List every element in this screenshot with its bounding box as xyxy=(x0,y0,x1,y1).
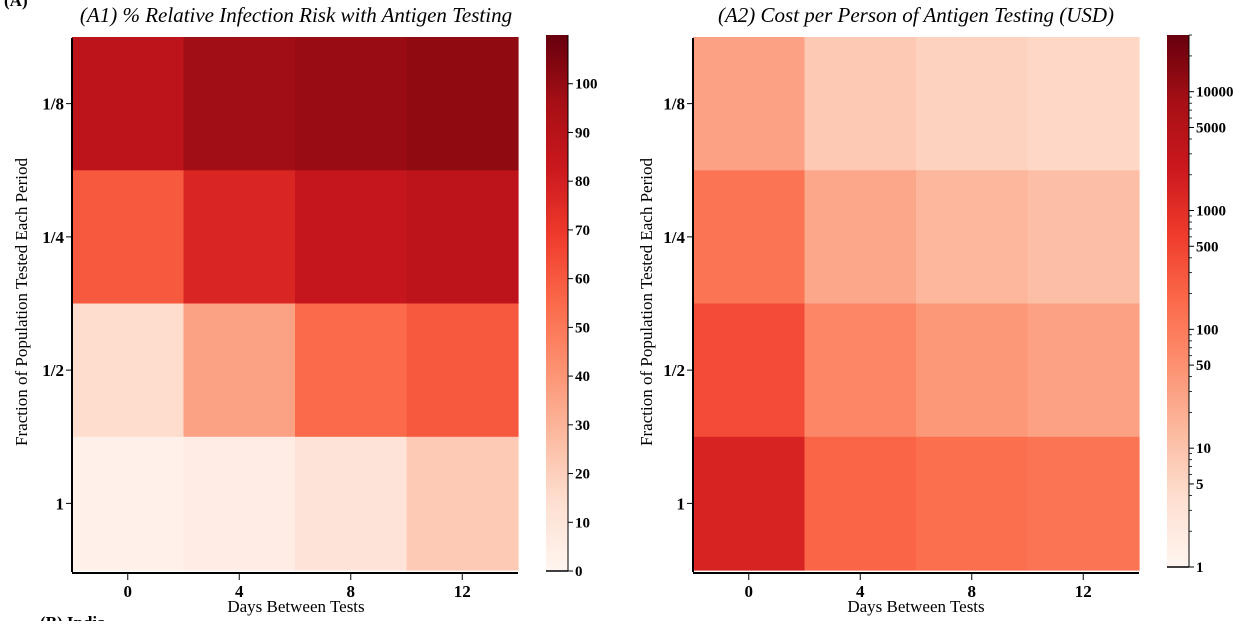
colorbar-tick-label: 5000 xyxy=(1196,120,1226,136)
panel-label-a: (A) xyxy=(4,0,28,10)
y-tick-label: 1/8 xyxy=(42,95,64,114)
heatmap-cell xyxy=(295,303,408,438)
y-axis-label: Fraction of Population Tested Each Perio… xyxy=(12,158,31,446)
heatmap-cell xyxy=(804,170,917,305)
colorbar-tick-label: 0 xyxy=(575,564,583,580)
colorbar-tick-label: 50 xyxy=(1196,358,1211,374)
x-axis-label: Days Between Tests xyxy=(227,597,364,616)
heatmap-cell xyxy=(406,436,519,571)
colorbar-tick-label: 1 xyxy=(1196,560,1204,576)
heatmap-cell xyxy=(804,303,917,438)
colorbar-tick-label: 1000 xyxy=(1196,204,1226,220)
x-ticks: 0 4 8 12 xyxy=(124,574,471,601)
chart-title: (A1) % Relative Infection Risk with Anti… xyxy=(80,3,512,27)
colorbar-tick-label: 80 xyxy=(575,174,590,190)
x-tick-label: 12 xyxy=(454,582,471,601)
colorbar-tick-label: 10 xyxy=(1196,441,1211,457)
x-tick-label: 12 xyxy=(1075,582,1092,601)
relative-infection-risk-heatmap: (A1) % Relative Infection Risk with Anti… xyxy=(12,3,598,616)
heatmap-cell xyxy=(916,170,1029,305)
heatmap-cell xyxy=(1027,37,1140,171)
heatmap-cell xyxy=(295,170,408,305)
colorbar-tick-label: 500 xyxy=(1196,239,1219,255)
y-tick-label: 1/2 xyxy=(663,361,685,380)
colorbar-tick-label: 100 xyxy=(1196,322,1219,338)
panel-label-b-india: (B) India xyxy=(40,613,106,621)
heatmap-cell xyxy=(1027,436,1140,571)
cost-per-person-heatmap: (A2) Cost per Person of Antigen Testing … xyxy=(637,3,1234,616)
heatmap-cell xyxy=(183,37,296,171)
colorbar-tick-label: 20 xyxy=(575,467,590,483)
colorbar-tick-label: 5 xyxy=(1196,477,1204,493)
heatmap-cell xyxy=(72,37,185,171)
heatmap-cell xyxy=(72,170,185,305)
heatmap-cell xyxy=(916,37,1029,171)
y-tick-label: 1/8 xyxy=(663,95,685,114)
heatmap-cell xyxy=(183,436,296,571)
heatmap-cells xyxy=(693,37,1140,571)
heatmap-cell xyxy=(183,170,296,305)
heatmap-cell xyxy=(183,303,296,438)
x-tick-label: 8 xyxy=(347,582,356,601)
x-axis-label: Days Between Tests xyxy=(847,597,984,616)
heatmap-cell xyxy=(406,303,519,438)
colorbar-tick-label: 100 xyxy=(575,77,598,93)
colorbar-ticks: 0 10 20 30 40 50 60 70 80 90 100 xyxy=(568,77,598,580)
colorbar-tick-label: 60 xyxy=(575,272,590,288)
colorbar-gradient xyxy=(1167,35,1189,567)
colorbar-ticks: 1 5 10 50 100 500 1000 5000 10000 xyxy=(1189,34,1234,576)
colorbar-tick-label: 10000 xyxy=(1196,85,1234,101)
y-tick-label: 1 xyxy=(56,494,65,513)
colorbar: 0 10 20 30 40 50 60 70 80 90 100 xyxy=(546,35,598,580)
colorbar-tick-label: 70 xyxy=(575,223,590,239)
colorbar-tick-label: 90 xyxy=(575,125,590,141)
heatmap-cell xyxy=(916,436,1029,571)
y-ticks: 1/8 1/4 1/2 1 xyxy=(663,95,693,513)
heatmap-cell xyxy=(295,37,408,171)
colorbar-tick-label: 50 xyxy=(575,320,590,336)
y-tick-label: 1/4 xyxy=(42,228,64,247)
colorbar-gradient xyxy=(546,35,568,571)
heatmap-cell xyxy=(693,170,806,305)
heatmap-cell xyxy=(804,37,917,171)
x-tick-label: 4 xyxy=(235,582,244,601)
heatmap-cell xyxy=(916,303,1029,438)
y-tick-label: 1/2 xyxy=(42,361,64,380)
x-tick-label: 8 xyxy=(968,582,977,601)
heatmap-cell xyxy=(693,37,806,171)
y-axis-label: Fraction of Population Tested Each Perio… xyxy=(637,158,656,446)
heatmap-cell xyxy=(1027,170,1140,305)
x-ticks: 0 4 8 12 xyxy=(745,574,1092,601)
heatmap-cell xyxy=(1027,303,1140,438)
heatmap-cell xyxy=(693,303,806,438)
x-tick-label: 0 xyxy=(745,582,754,601)
x-tick-label: 0 xyxy=(124,582,133,601)
colorbar-tick-label: 30 xyxy=(575,418,590,434)
x-tick-label: 4 xyxy=(856,582,865,601)
y-tick-label: 1/4 xyxy=(663,228,685,247)
y-ticks: 1/8 1/4 1/2 1 xyxy=(42,95,72,513)
chart-title: (A2) Cost per Person of Antigen Testing … xyxy=(718,3,1114,27)
heatmap-cells xyxy=(72,37,519,571)
colorbar-tick-label: 40 xyxy=(575,369,590,385)
heatmap-cell xyxy=(804,436,917,571)
heatmap-cell xyxy=(406,170,519,305)
heatmap-cell xyxy=(295,436,408,571)
heatmap-cell xyxy=(72,303,185,438)
colorbar: 1 5 10 50 100 500 1000 5000 10000 xyxy=(1167,34,1234,576)
heatmap-cell xyxy=(406,37,519,171)
heatmap-cell xyxy=(693,436,806,571)
colorbar-tick-label: 10 xyxy=(575,515,590,531)
heatmap-cell xyxy=(72,436,185,571)
y-tick-label: 1 xyxy=(677,494,686,513)
